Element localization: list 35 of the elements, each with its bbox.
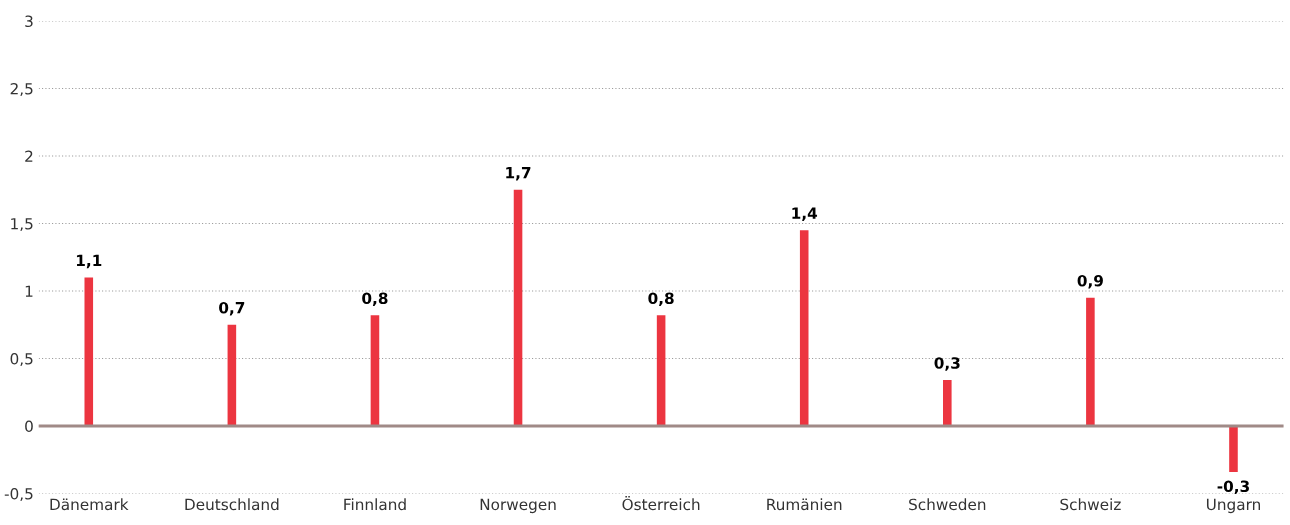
data-label: 0,8 [648,292,674,306]
bar [370,315,380,426]
y-tick-label: 1,5 [11,218,33,232]
x-tick-label: Österreich [622,496,700,511]
bar [943,380,952,426]
y-tick-label: 3 [25,15,33,28]
data-label: 0,8 [362,292,388,306]
data-label: 1,1 [76,254,102,269]
data-label: 0,7 [219,301,245,316]
y-tick-label: -0,5 [4,487,33,502]
x-tick-label: Deutschland [185,498,279,511]
data-label: -0,3 [1217,480,1249,495]
bar [1229,426,1238,472]
bar [513,189,523,426]
bar [1086,297,1095,426]
x-tick-label: Rumänien [767,498,842,511]
y-tick-label: 0,5 [10,352,33,367]
bar [656,315,666,426]
x-tick-label: Schweden [909,498,986,511]
data-label: 1,4 [792,207,818,221]
y-tick-label: 1 [25,285,33,297]
x-tick-label: Dänemark [50,498,129,511]
x-tick-label: Finnland [344,498,406,511]
x-tick-label: Schweiz [1060,498,1121,511]
data-label: 0,3 [934,357,960,371]
y-tick-label: 2,5 [10,82,33,97]
bar [227,324,237,426]
bar [84,277,94,426]
data-label: 1,7 [506,167,531,181]
bar [799,230,809,426]
data-label: 0,9 [1077,274,1103,289]
x-tick-label: Ungarn [1206,498,1260,514]
y-tick-label: 0 [25,420,33,433]
x-tick-label: Norwegen [480,498,556,514]
y-tick-label: 2 [25,150,33,162]
